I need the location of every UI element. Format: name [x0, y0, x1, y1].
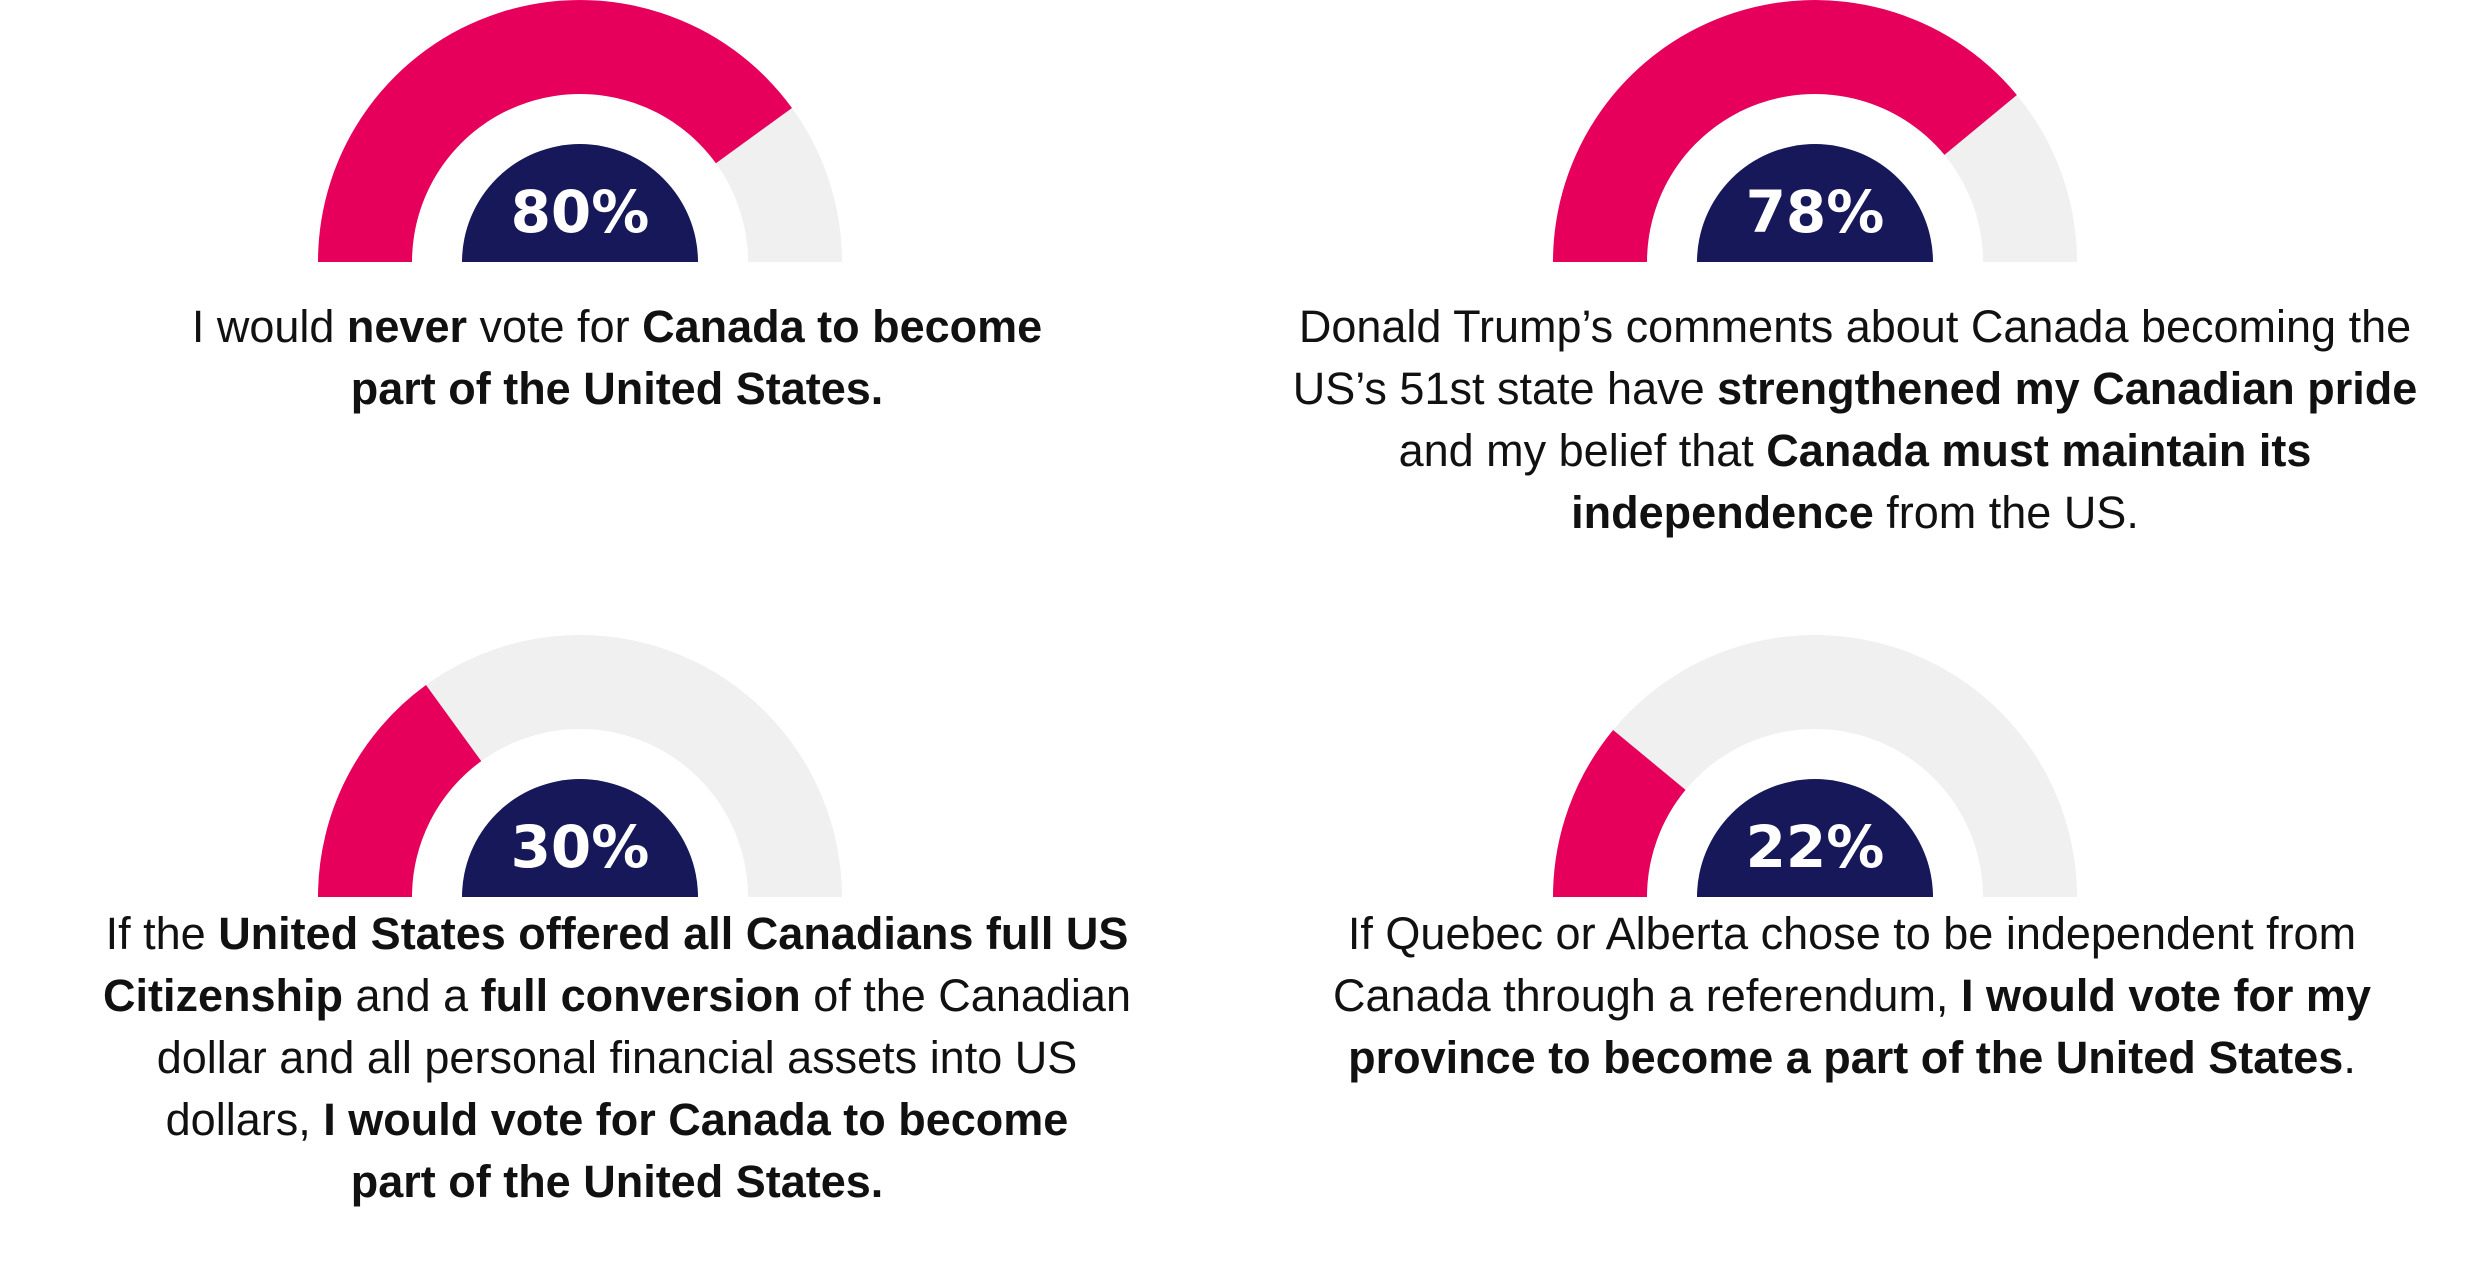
- caption-run: I would: [191, 301, 347, 352]
- caption-run: Canada to become: [642, 301, 1043, 352]
- gauge-value-label-2: 78%: [1746, 178, 1885, 246]
- gauge-caption-1: I would never vote for Canada to become p…: [87, 296, 1147, 420]
- caption-run: from the US.: [1873, 487, 2139, 538]
- caption-run: and a: [343, 970, 481, 1021]
- gauge-fill-1: [318, 0, 792, 263]
- caption-run: part of the United States.: [350, 1156, 884, 1207]
- gauge-fill-4: [1553, 729, 1686, 897]
- gauge-panel-3: 30% If the United States offered all Can…: [0, 635, 1234, 1269]
- gauge-center-3: [462, 779, 698, 897]
- gauge-chart-1: 80%: [318, 0, 842, 263]
- gauge-value-label-3: 30%: [511, 813, 650, 881]
- caption-run: independence: [1571, 487, 1874, 538]
- caption-run: United States offered all Canadians full…: [218, 908, 1129, 959]
- gauge-center-4: [1697, 779, 1933, 897]
- gauge-caption-3: If the United States offered all Canadia…: [12, 903, 1222, 1213]
- gauge-chart-4: 22%: [1553, 635, 2077, 897]
- caption-run: Canada must maintain its: [1766, 425, 2312, 476]
- gauge-panel-1: 80% I would never vote for Canada to bec…: [0, 0, 1234, 634]
- gauge-center-2: [1697, 144, 1933, 262]
- caption-run: dollars,: [165, 1094, 324, 1145]
- gauge-caption-2: Donald Trump’s comments about Canada bec…: [1225, 296, 2469, 544]
- caption-run: vote for: [467, 301, 643, 352]
- gauge-track-4: [1553, 635, 2077, 897]
- gauge-value-label-4: 22%: [1746, 813, 1885, 881]
- gauge-center-1: [462, 144, 698, 262]
- caption-run: If the: [105, 908, 219, 959]
- gauge-fill-3: [318, 685, 482, 897]
- gauge-value-label-1: 80%: [511, 178, 650, 246]
- caption-run: Citizenship: [103, 970, 344, 1021]
- caption-run: .: [2343, 1032, 2356, 1083]
- caption-run: province to become a part of the United …: [1348, 1032, 2344, 1083]
- gauge-panel-4: 22% If Quebec or Alberta chose to be ind…: [1235, 635, 2469, 1269]
- gauge-panel-2: 78% Donald Trump’s comments about Canada…: [1235, 0, 2469, 634]
- caption-run: I would vote for my: [1960, 970, 2371, 1021]
- caption-run: of the Canadian: [800, 970, 1131, 1021]
- caption-run: strengthened my Canadian pride: [1717, 363, 2418, 414]
- caption-run: If Quebec or Alberta chose to be indepen…: [1347, 908, 2357, 959]
- caption-run: never: [346, 301, 467, 352]
- caption-run: Donald Trump’s comments about Canada bec…: [1298, 301, 2412, 352]
- caption-run: Canada through a referendum,: [1333, 970, 1961, 1021]
- gauge-fill-2: [1553, 0, 2017, 263]
- gauge-track-3: [318, 635, 842, 897]
- caption-run: US’s 51st state have: [1292, 363, 1718, 414]
- gauge-caption-4: If Quebec or Alberta chose to be indepen…: [1235, 903, 2469, 1089]
- caption-run: I would vote for Canada to become: [323, 1094, 1069, 1145]
- caption-run: part of the United States.: [350, 363, 884, 414]
- caption-run: full conversion: [480, 970, 801, 1021]
- caption-run: and my belief that: [1398, 425, 1767, 476]
- caption-run: dollar and all personal financial assets…: [156, 1032, 1078, 1083]
- gauge-chart-3: 30%: [318, 635, 842, 897]
- gauge-chart-2: 78%: [1553, 0, 2077, 263]
